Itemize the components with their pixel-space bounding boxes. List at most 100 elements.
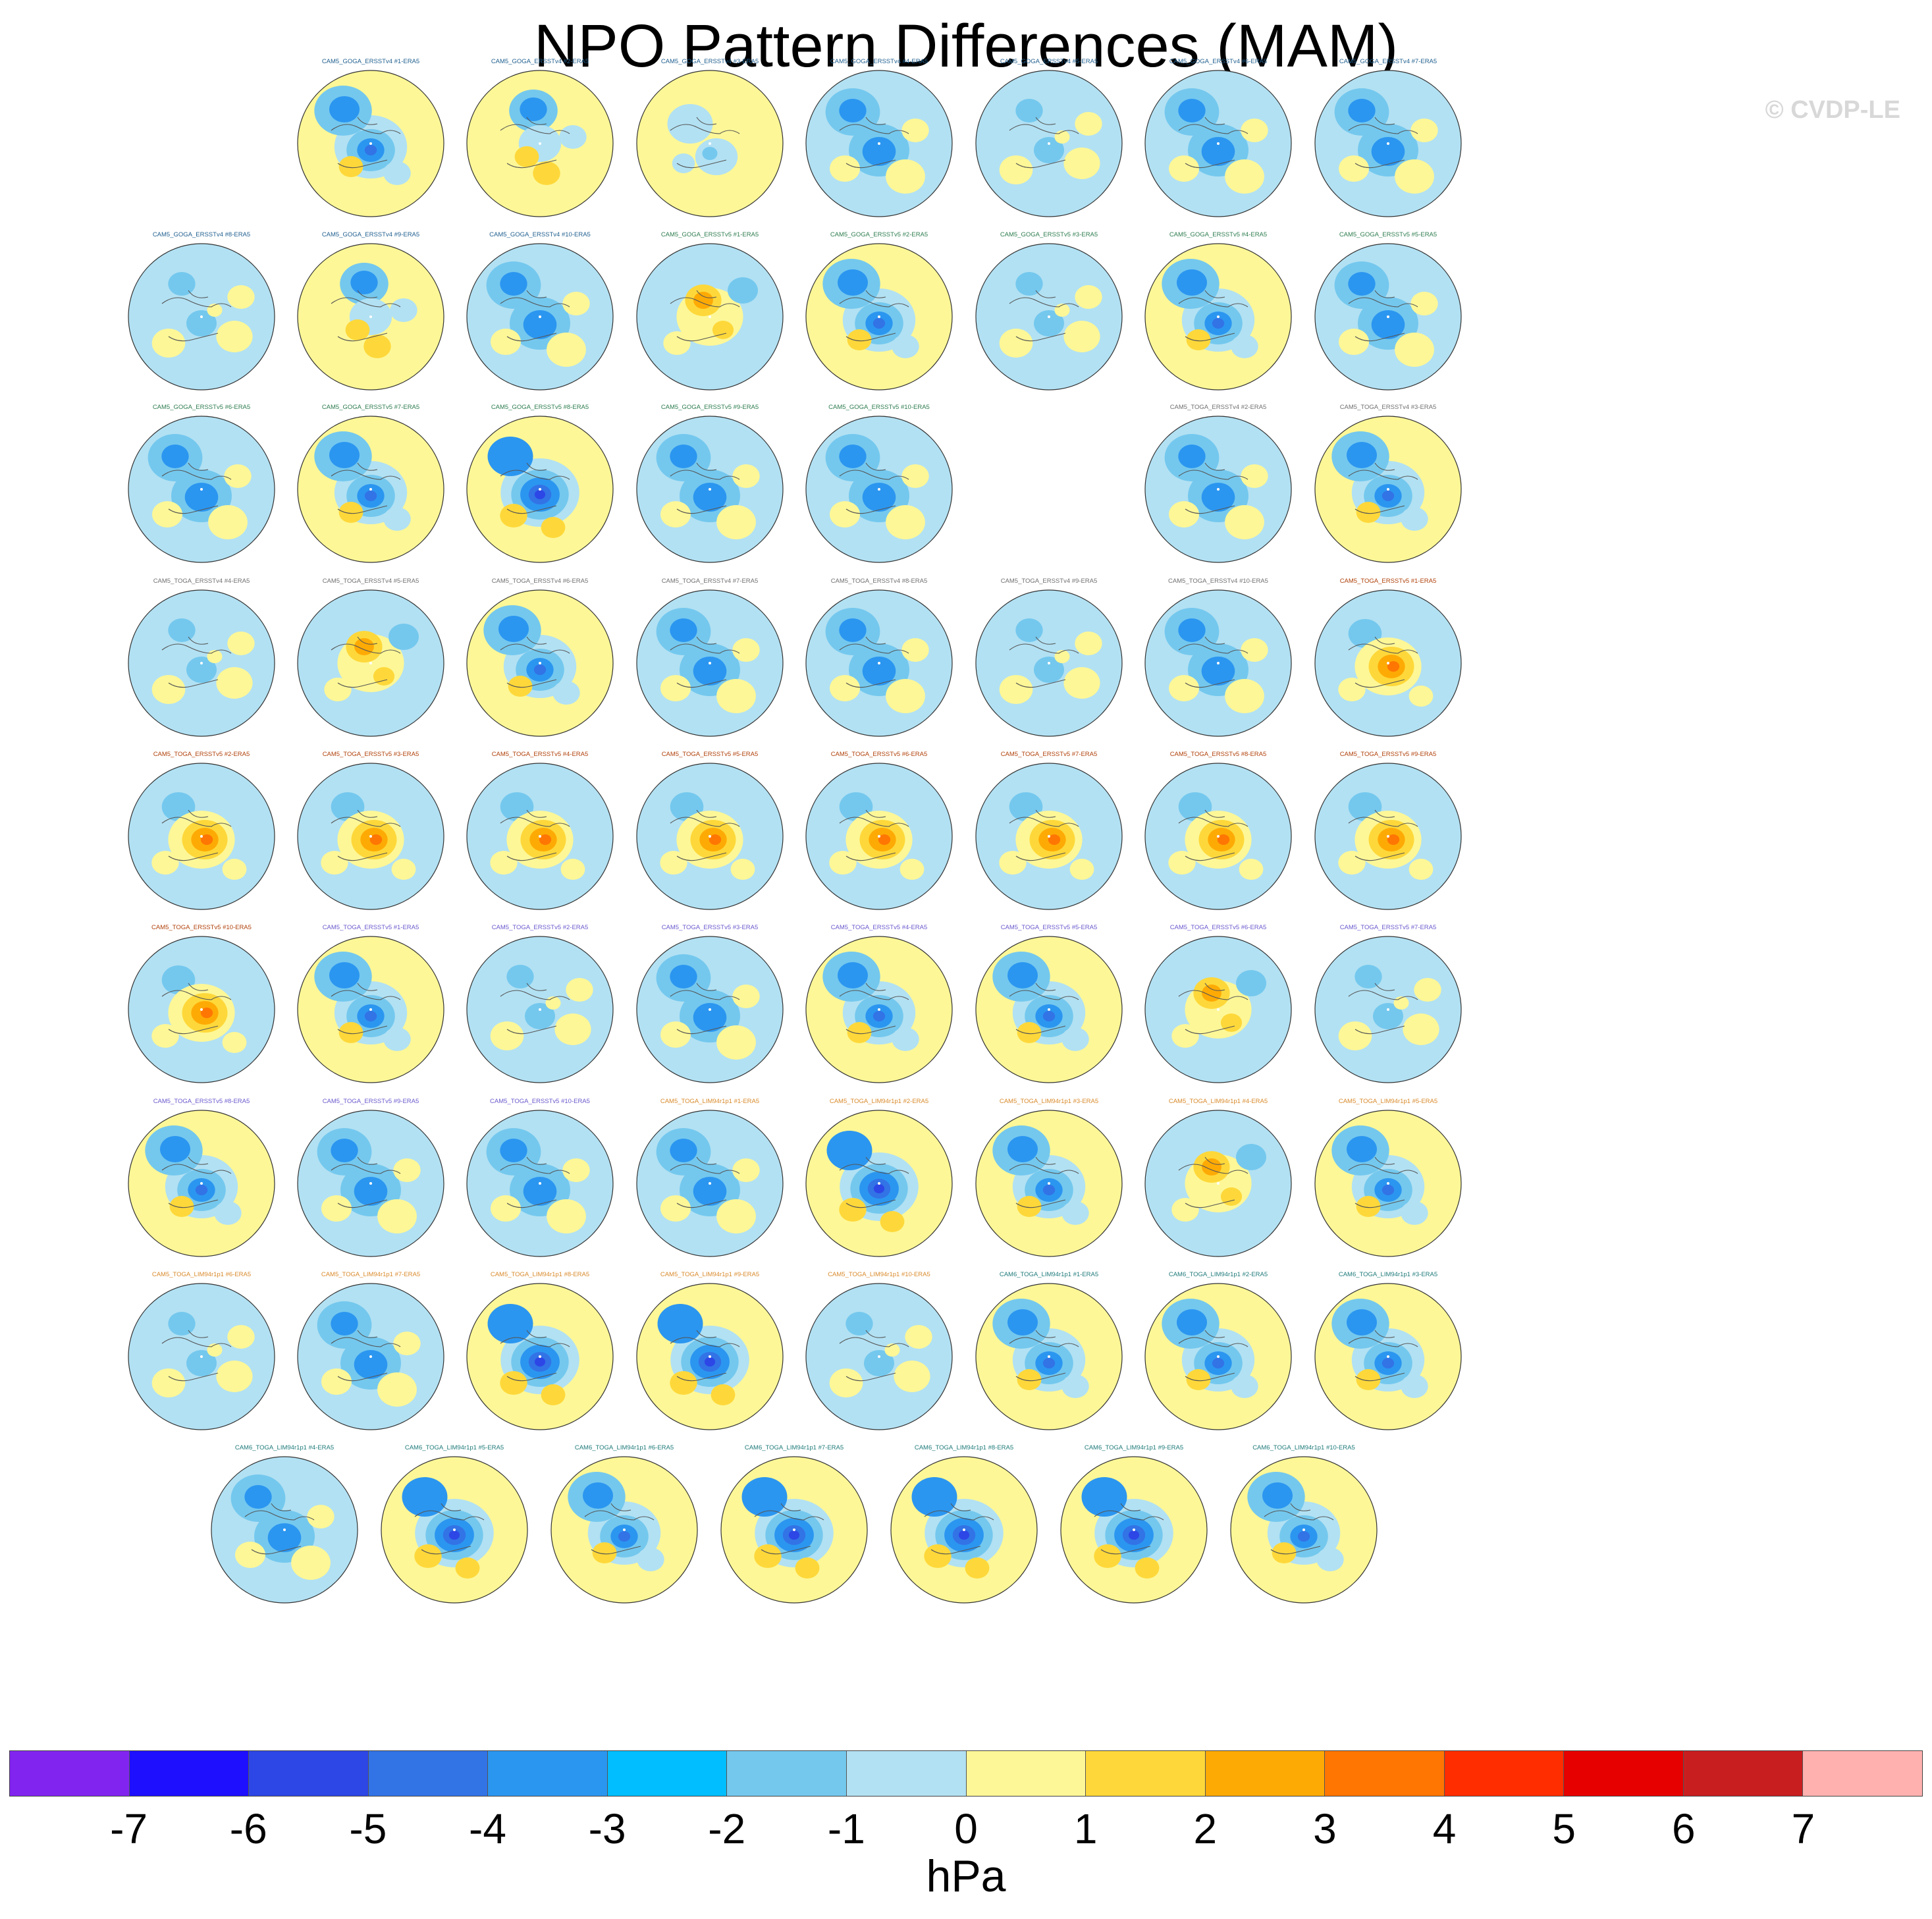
polar-map xyxy=(805,1283,953,1430)
map-panel: CAM5_TOGA_ERSSTv5 #8-ERA5 xyxy=(122,1098,281,1270)
colorbar-tick-label: -1 xyxy=(827,1805,865,1852)
polar-map xyxy=(1314,589,1462,737)
panel-title: CAM6_TOGA_LIM94r1p1 #2-ERA5 xyxy=(1168,1271,1268,1278)
map-border xyxy=(1144,1283,1292,1430)
anomaly-contour xyxy=(227,285,255,309)
colorbar-swatch xyxy=(129,1751,250,1796)
anomaly-contour xyxy=(886,679,925,713)
panel-title: CAM6_TOGA_LIM94r1p1 #1-ERA5 xyxy=(999,1271,1099,1278)
polar-map xyxy=(1144,936,1292,1083)
polar-map xyxy=(297,416,444,563)
anomaly-contour xyxy=(169,1196,194,1217)
map-panel: CAM5_GOGA_ERSSTv4 #4-ERA5 xyxy=(800,58,958,230)
anomaly-contour xyxy=(345,319,370,340)
map-border xyxy=(128,1110,275,1257)
map-panel: CAM5_TOGA_ERSSTv5 #3-ERA5 xyxy=(631,924,789,1096)
north-pole-marker xyxy=(1387,1008,1389,1011)
map-panel: CAM6_TOGA_LIM94r1p1 #5-ERA5 xyxy=(375,1444,533,1617)
map-border xyxy=(466,1283,614,1430)
map-border xyxy=(128,1283,275,1430)
anomaly-contour xyxy=(873,1184,885,1193)
polar-map xyxy=(466,70,614,217)
north-pole-marker xyxy=(878,1355,880,1358)
map-panel: CAM5_TOGA_ERSSTv4 #7-ERA5 xyxy=(631,578,789,750)
panel-title: CAM6_TOGA_LIM94r1p1 #7-ERA5 xyxy=(744,1444,844,1451)
anomaly-contour xyxy=(500,1139,527,1162)
north-pole-marker xyxy=(878,835,880,838)
panel-title: CAM5_TOGA_ERSSTv4 #7-ERA5 xyxy=(661,578,759,585)
north-pole-marker xyxy=(283,1528,286,1531)
panel-title: CAM5_TOGA_ERSSTv4 #8-ERA5 xyxy=(830,578,928,585)
anomaly-contour xyxy=(693,657,727,686)
panel-title: CAM5_TOGA_ERSSTv5 #9-ERA5 xyxy=(1339,751,1437,758)
map-border xyxy=(1144,70,1292,217)
anomaly-contour xyxy=(886,159,925,194)
panel-title: CAM5_TOGA_ERSSTv4 #6-ERA5 xyxy=(491,578,589,585)
north-pole-marker xyxy=(539,835,541,838)
panel-title: CAM5_GOGA_ERSSTv5 #2-ERA5 xyxy=(830,231,928,238)
polar-map xyxy=(1314,243,1462,391)
polar-map xyxy=(636,936,784,1083)
map-border xyxy=(297,70,444,217)
anomaly-contour xyxy=(1094,1544,1121,1568)
anomaly-contour xyxy=(547,1199,586,1233)
north-pole-marker xyxy=(963,1528,965,1531)
polar-map xyxy=(636,70,784,217)
anomaly-contour xyxy=(329,962,360,988)
anomaly-contour xyxy=(291,1546,331,1580)
anomaly-contour xyxy=(911,1477,957,1517)
anomaly-contour xyxy=(267,1523,302,1552)
anomaly-contour xyxy=(1061,1201,1089,1225)
anomaly-contour xyxy=(227,1325,255,1349)
panel-title: CAM5_GOGA_ERSSTv5 #4-ERA5 xyxy=(1169,231,1268,238)
north-pole-marker xyxy=(1387,315,1389,318)
anomaly-contour xyxy=(1401,1374,1428,1398)
north-pole-marker xyxy=(709,142,711,145)
coastline xyxy=(331,1156,401,1208)
anomaly-contour xyxy=(1347,1136,1377,1162)
north-pole-marker xyxy=(709,488,711,491)
anomaly-contour xyxy=(1241,119,1268,142)
anomaly-contour xyxy=(592,1542,617,1563)
anomaly-contour xyxy=(1272,1542,1297,1563)
anomaly-contour xyxy=(1347,442,1377,468)
map-panel: CAM5_TOGA_ERSSTv4 #5-ERA5 xyxy=(292,578,450,750)
coastline xyxy=(1178,462,1248,514)
panel-title: CAM5_TOGA_ERSSTv5 #6-ERA5 xyxy=(830,751,928,758)
coastline xyxy=(1009,809,1079,861)
map-border xyxy=(805,243,953,391)
anomaly-contour xyxy=(490,851,518,875)
anomaly-contour xyxy=(670,1139,697,1162)
anomaly-contour xyxy=(1186,1369,1211,1390)
panel-title: CAM5_GOGA_ERSSTv4 #1-ERA5 xyxy=(321,58,420,65)
anomaly-contour xyxy=(1063,667,1100,699)
panel-title: CAM5_TOGA_LIM94r1p1 #2-ERA5 xyxy=(829,1098,929,1105)
coastline xyxy=(754,1503,824,1555)
anomaly-contour xyxy=(1007,962,1038,988)
map-panel: CAM5_TOGA_ERSSTv4 #2-ERA5 xyxy=(1139,404,1297,576)
anomaly-contour xyxy=(1262,1482,1293,1509)
anomaly-contour xyxy=(1356,1369,1381,1390)
north-pole-marker xyxy=(200,1008,203,1011)
anomaly-contour xyxy=(151,851,179,875)
anomaly-contour xyxy=(1075,112,1102,136)
coastline xyxy=(1009,117,1079,169)
polar-map xyxy=(636,416,784,563)
map-border xyxy=(297,589,444,737)
coastline xyxy=(161,462,232,514)
anomaly-contour xyxy=(1171,1198,1199,1222)
panel-title: CAM5_TOGA_ERSSTv5 #8-ERA5 xyxy=(1169,751,1267,758)
anomaly-contour xyxy=(830,675,860,701)
colorbar-tick-label: 6 xyxy=(1671,1805,1696,1852)
anomaly-contour xyxy=(525,1003,555,1029)
anomaly-contour xyxy=(693,483,727,512)
anomaly-contour xyxy=(795,1557,820,1579)
anomaly-contour xyxy=(660,1195,691,1222)
colorbar-swatch xyxy=(368,1751,489,1796)
polar-map xyxy=(636,243,784,391)
anomaly-contour xyxy=(1241,638,1268,662)
polar-map xyxy=(636,1110,784,1257)
anomaly-contour xyxy=(695,138,738,175)
anomaly-contour xyxy=(637,1548,664,1571)
polar-map xyxy=(636,763,784,910)
